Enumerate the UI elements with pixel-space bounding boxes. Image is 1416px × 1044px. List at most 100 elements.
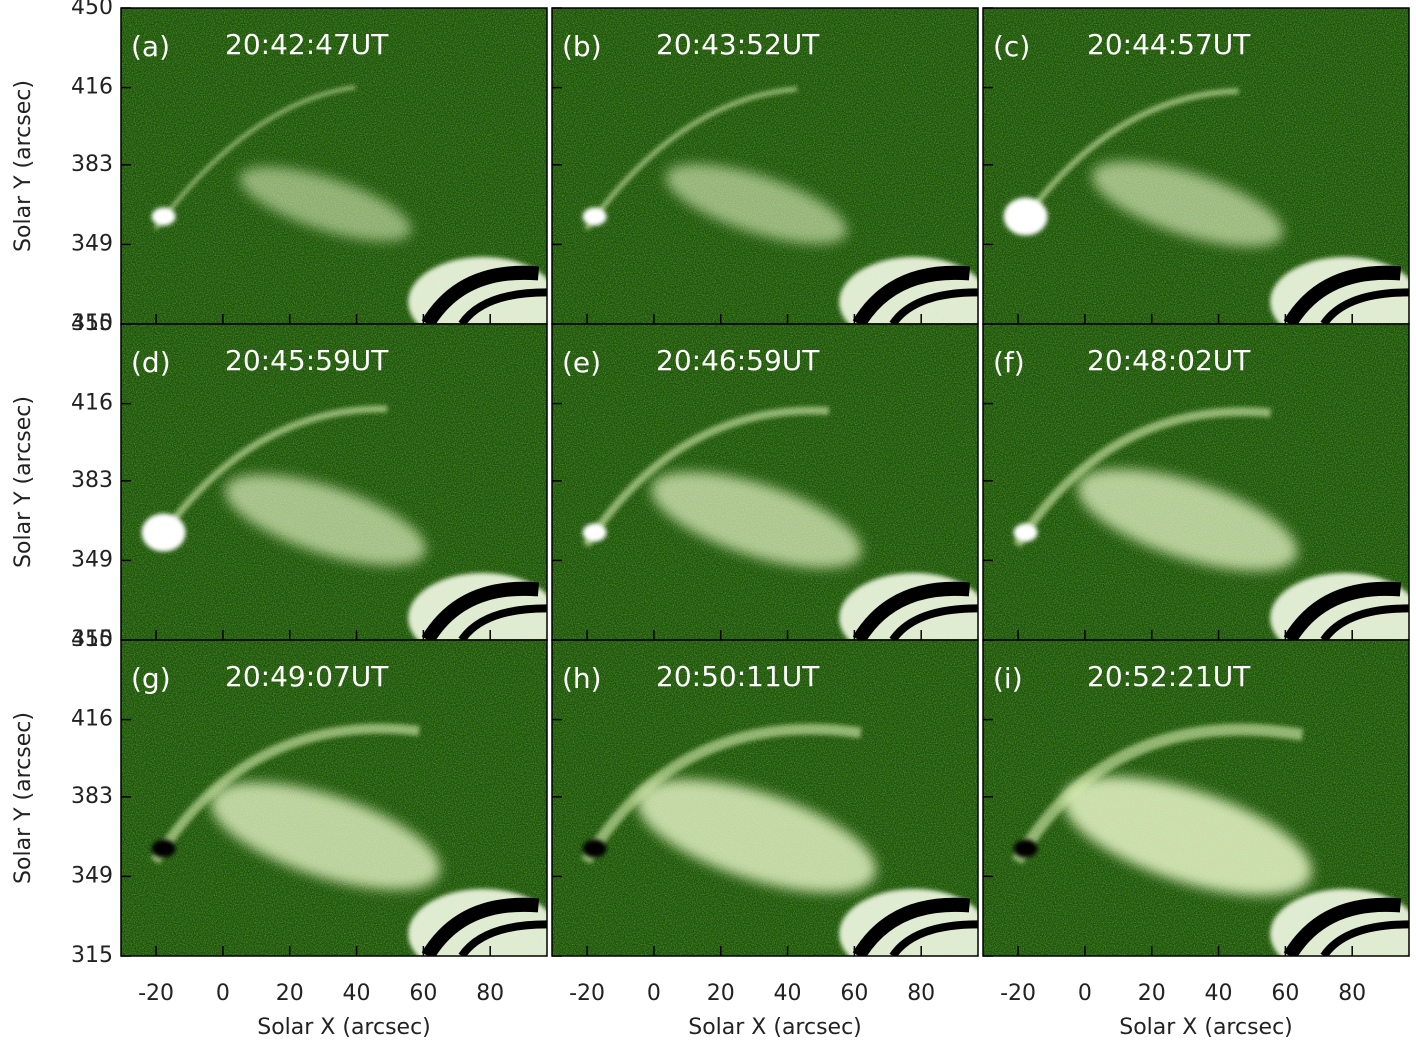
loop-glow [1077, 468, 1298, 571]
y-axis-title: Solar Y (arcsec) [11, 712, 36, 884]
panel-label: (g) [131, 662, 171, 695]
panel-label: (e) [562, 346, 601, 379]
panel-label: (a) [131, 30, 170, 63]
panel: 315 349 383 416 450 Solar Y (arcsec) (a) 20:42:… [11, 0, 548, 336]
ring-dark [1320, 920, 1409, 956]
x-tick-label: 20 [276, 981, 304, 1006]
x-tick-label: 60 [1271, 981, 1299, 1006]
x-tick-label: 0 [216, 981, 230, 1006]
timestamp: 20:52:21UT [1087, 660, 1251, 693]
ring-dark [1283, 897, 1402, 956]
arc [581, 723, 862, 865]
ring-dark [889, 288, 978, 324]
y-tick-label: 450 [71, 311, 113, 336]
loop-glow [1091, 161, 1284, 247]
solar-image [983, 640, 1409, 956]
panel-label: (h) [562, 662, 602, 695]
x-tick-label: 40 [774, 981, 802, 1006]
ring-dark [1320, 604, 1409, 640]
footpoint [141, 513, 186, 552]
arc [582, 406, 830, 548]
x-tick-label: 20 [1138, 981, 1166, 1006]
solar-image [121, 640, 547, 956]
frame [120, 639, 548, 957]
ring-dark [1283, 581, 1402, 640]
x-axis-title: Solar X (arcsec) [257, 1015, 431, 1040]
footpoint [1003, 197, 1048, 236]
timestamp: 20:43:52UT [656, 28, 820, 61]
frame [982, 639, 1410, 957]
y-axis-title: Solar Y (arcsec) [11, 80, 36, 252]
y-tick-label: 416 [71, 707, 113, 732]
y-tick-label: 349 [71, 231, 113, 256]
ring-dark [852, 897, 971, 956]
y-tick-label: 450 [71, 627, 113, 652]
ring-dark [1283, 265, 1402, 324]
solar-image [552, 8, 978, 324]
panel: (c) 20:44:57UT [982, 7, 1410, 325]
ring-dark [1320, 288, 1409, 324]
ring-dark [889, 604, 978, 640]
ring-dark [852, 265, 971, 324]
x-tick-label: 60 [409, 981, 437, 1006]
timestamp: 20:48:02UT [1087, 344, 1251, 377]
ring-dark [421, 897, 540, 956]
panel-label: (i) [993, 662, 1023, 695]
solar-image [552, 640, 978, 956]
panel-label: (d) [131, 346, 171, 379]
loop-glow [636, 779, 877, 893]
panel: 315 349 383 416 450 Solar Y (arcsec) (d) 20:45:… [11, 311, 548, 652]
panel: (b) 20:43:52UT [551, 7, 979, 325]
ring-dark [421, 581, 540, 640]
solar-image [983, 8, 1409, 324]
ring-dark [852, 581, 971, 640]
loop-glow [665, 163, 848, 244]
ring-dark [458, 604, 547, 640]
arc [1011, 723, 1304, 865]
y-tick-label: 383 [71, 784, 113, 809]
x-tick-label: 20 [707, 981, 735, 1006]
x-tick-label: 80 [907, 981, 935, 1006]
arc [1013, 407, 1271, 548]
loop-glow [225, 474, 426, 566]
y-axis-title: Solar Y (arcsec) [11, 396, 36, 568]
y-tick-label: 416 [71, 75, 113, 100]
loop-glow [239, 166, 412, 242]
panel: -20 0 20 40 60 80 Solar X (arcsec) (i) 20:52:21U… [982, 639, 1410, 1040]
y-tick-label: 349 [71, 863, 113, 888]
x-tick-label: -20 [1000, 981, 1036, 1006]
x-axis-title: Solar X (arcsec) [1119, 1015, 1293, 1040]
footpoint [1013, 523, 1038, 542]
timestamp: 20:42:47UT [225, 28, 389, 61]
x-tick-label: 80 [1338, 981, 1366, 1006]
x-tick-label: 0 [1078, 981, 1092, 1006]
y-tick-label: 315 [71, 943, 113, 968]
solar-image [552, 324, 978, 640]
solar-image [983, 324, 1409, 640]
ring-dark [889, 920, 978, 956]
x-tick-label: 40 [1205, 981, 1233, 1006]
timestamp: 20:46:59UT [656, 344, 820, 377]
footpoint [151, 207, 176, 226]
solar-image [121, 8, 547, 324]
y-tick-label: 383 [71, 468, 113, 493]
loop-glow [210, 782, 441, 890]
panel: (e) 20:46:59UT [551, 323, 979, 641]
x-tick-label: 0 [647, 981, 661, 1006]
y-tick-label: 416 [71, 391, 113, 416]
panel: -20 0 20 40 60 80 Solar X (arcsec) (h) 20:50:11U… [551, 639, 979, 1040]
y-tick-label: 315 [71, 627, 113, 652]
x-axis-title: Solar X (arcsec) [688, 1015, 862, 1040]
arc [152, 405, 388, 548]
x-tick-label: -20 [138, 981, 174, 1006]
ring-dark [458, 920, 547, 956]
panel-label: (b) [562, 30, 602, 63]
x-tick-label: 60 [840, 981, 868, 1006]
x-tick-label: -20 [569, 981, 605, 1006]
panel-label: (f) [993, 346, 1025, 379]
footpoint [1013, 839, 1038, 858]
panel: -20 0 20 40 60 80 315 349 383 416 450 Solar Y (arcs… [11, 627, 548, 1040]
loop-glow [1063, 776, 1312, 896]
footpoint [582, 207, 607, 226]
